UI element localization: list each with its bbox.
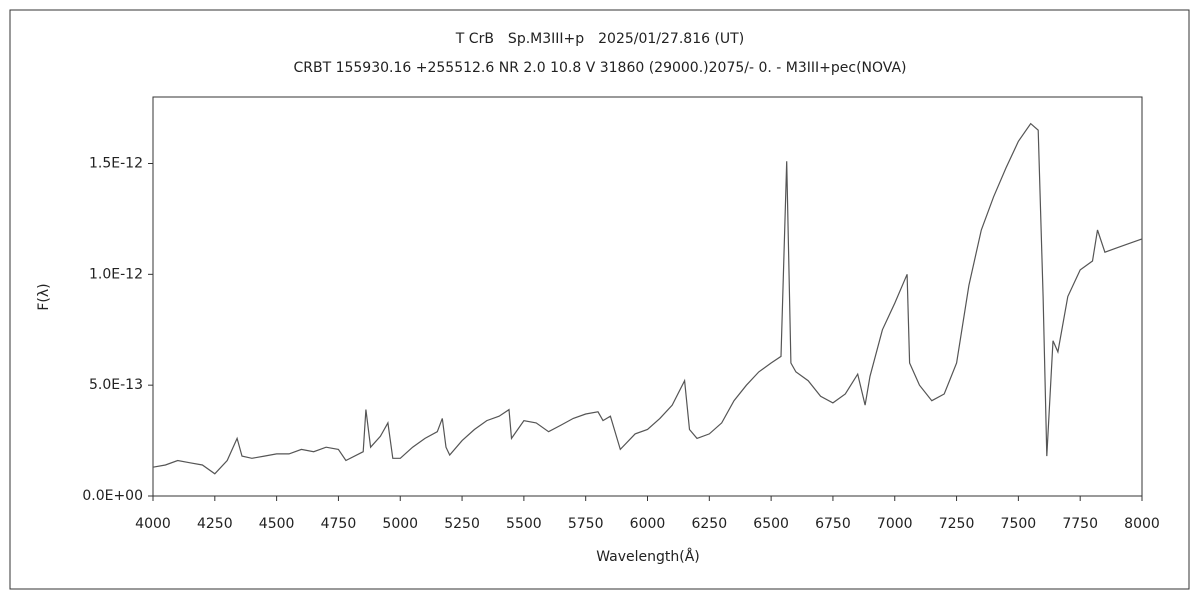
x-tick-label: 5750 [568,516,604,532]
x-tick-label: 6000 [630,516,666,532]
x-tick-label: 4250 [197,516,233,532]
x-axis-label: Wavelength(Å) [596,548,700,565]
x-tick-label: 7500 [1001,516,1037,532]
x-tick-label: 6250 [691,516,727,532]
x-tick-label: 6500 [753,516,789,532]
y-tick-label: 0.0E+00 [82,488,143,504]
plot-area [152,96,1143,497]
x-tick-label: 5000 [382,516,418,532]
x-tick-label: 4750 [321,516,357,532]
y-tick-label: 5.0E-13 [89,377,143,393]
x-tick-label: 4000 [135,516,171,532]
x-tick-label: 5500 [506,516,542,532]
y-tick-label: 1.0E-12 [89,266,143,282]
x-tick-label: 6750 [815,516,851,532]
x-tick-label: 7750 [1062,516,1098,532]
chart-subtitle: CRBT 155930.16 +255512.6 NR 2.0 10.8 V 3… [293,60,906,76]
x-tick-label: 7250 [939,516,975,532]
spectrum-line [152,122,1143,475]
x-tick-label: 4500 [259,516,295,532]
x-tick-label: 5250 [444,516,480,532]
chart-title: T CrB Sp.M3III+p 2025/01/27.816 (UT) [455,31,744,47]
x-tick-label: 7000 [877,516,913,532]
x-tick-label: 8000 [1124,516,1160,532]
y-tick-label: 1.5E-12 [89,156,143,172]
y-axis-label: F(λ) [36,283,52,310]
frame [9,9,1190,590]
